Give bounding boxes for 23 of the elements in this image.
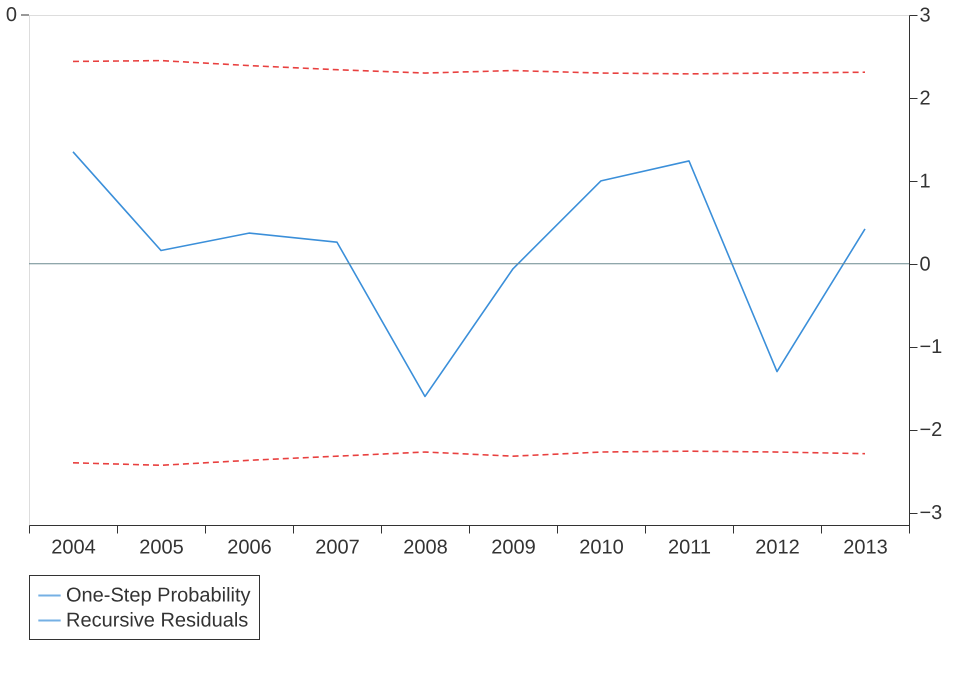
x-tick-label: 2006: [227, 536, 272, 558]
x-tick-label: 2009: [491, 536, 536, 558]
x-tick-label: 2004: [51, 536, 96, 558]
y-tick-label: −1: [920, 336, 942, 358]
line-series: [72, 450, 866, 466]
x-tick-label: 2007: [315, 536, 360, 558]
y-tick-label: 3: [920, 4, 931, 26]
x-tick-label: 2010: [579, 536, 624, 558]
y-tick-label: −2: [920, 419, 942, 442]
legend-label: Recursive Residuals: [66, 610, 248, 632]
x-tick-label: 2011: [668, 536, 712, 558]
y-tick-label: 2: [920, 87, 931, 110]
x-tick-label: 2008: [403, 536, 448, 558]
text: 0: [6, 4, 17, 26]
line-series: [72, 151, 866, 398]
y-tick-label: −3: [920, 502, 942, 524]
x-tick-label: 2012: [755, 536, 800, 558]
y-tick-label: 1: [920, 170, 931, 192]
line-series: [72, 60, 866, 75]
x-tick-label: 2013: [843, 536, 888, 558]
y-tick-label: 0: [920, 253, 931, 276]
x-tick-label: 2005: [139, 536, 184, 558]
legend-label: One-Step Probability: [66, 584, 251, 606]
